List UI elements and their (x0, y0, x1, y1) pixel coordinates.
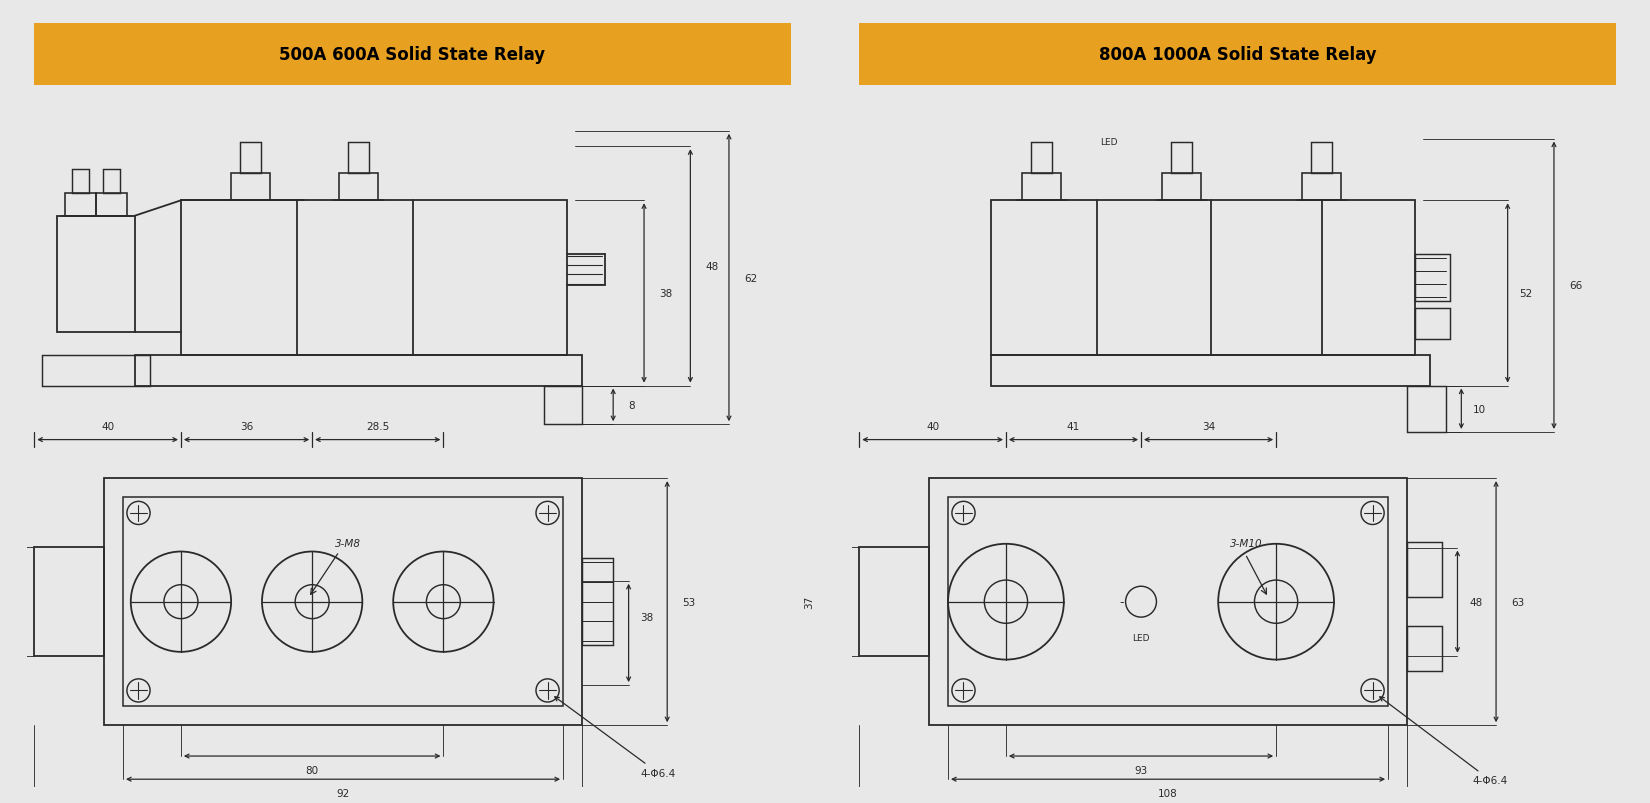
Bar (340, 174, 378, 201)
Bar (1416, 255, 1450, 301)
Bar (990, 201, 1416, 355)
Text: 53: 53 (683, 597, 696, 607)
Bar (96, 194, 127, 217)
Bar (239, 143, 261, 174)
Text: 108: 108 (1158, 788, 1178, 798)
Bar (35, 548, 104, 656)
Text: 38: 38 (640, 613, 653, 622)
Bar (348, 143, 370, 174)
Text: 34: 34 (1201, 422, 1214, 431)
Text: 41: 41 (1068, 422, 1081, 431)
Bar (41, 355, 150, 386)
Bar (135, 355, 582, 386)
Text: 92: 92 (337, 788, 350, 798)
Bar (1031, 143, 1053, 174)
Text: 62: 62 (744, 273, 757, 283)
Text: 66: 66 (1569, 281, 1582, 291)
Bar (860, 548, 929, 656)
Text: 500A 600A Solid State Relay: 500A 600A Solid State Relay (279, 46, 546, 63)
Text: 48: 48 (706, 262, 719, 271)
Bar (1021, 174, 1061, 201)
Text: 3-M8: 3-M8 (335, 538, 361, 548)
Bar (990, 355, 1431, 386)
Bar (182, 201, 568, 355)
Text: 36: 36 (239, 422, 252, 431)
Text: LED: LED (1132, 633, 1150, 642)
Text: LED: LED (1101, 138, 1119, 147)
Text: 93: 93 (1135, 765, 1148, 775)
Text: 40: 40 (926, 422, 939, 431)
Text: 40: 40 (101, 422, 114, 431)
Text: 4-Φ6.4: 4-Φ6.4 (554, 697, 675, 777)
Bar (1407, 386, 1445, 432)
Bar (949, 498, 1388, 706)
Bar (1407, 626, 1442, 671)
Text: -: - (1119, 596, 1124, 609)
Bar (544, 386, 582, 425)
Bar (1416, 309, 1450, 340)
Bar (35, 24, 790, 85)
Bar (1162, 174, 1201, 201)
Bar (102, 170, 120, 194)
Bar (860, 24, 1615, 85)
Text: 63: 63 (1511, 597, 1525, 607)
Bar (929, 479, 1407, 725)
Bar (1312, 143, 1332, 174)
Text: 48: 48 (1468, 597, 1482, 607)
Text: 52: 52 (1520, 288, 1533, 299)
Text: 80: 80 (305, 765, 318, 775)
Text: 38: 38 (660, 288, 673, 299)
Bar (582, 559, 614, 645)
Bar (1172, 143, 1193, 174)
Bar (1302, 174, 1341, 201)
Bar (124, 498, 563, 706)
Text: 8: 8 (629, 401, 635, 410)
Bar (231, 174, 269, 201)
Bar (1407, 543, 1442, 597)
Text: 37: 37 (804, 595, 813, 609)
Text: 3-M10: 3-M10 (1229, 538, 1262, 548)
Bar (64, 194, 96, 217)
Text: 28.5: 28.5 (366, 422, 389, 431)
Bar (73, 170, 89, 194)
Bar (104, 479, 582, 725)
Bar (58, 217, 135, 332)
Text: 10: 10 (1473, 404, 1487, 414)
Text: 800A 1000A Solid State Relay: 800A 1000A Solid State Relay (1099, 46, 1376, 63)
Text: 4-Φ6.4: 4-Φ6.4 (1379, 697, 1508, 785)
